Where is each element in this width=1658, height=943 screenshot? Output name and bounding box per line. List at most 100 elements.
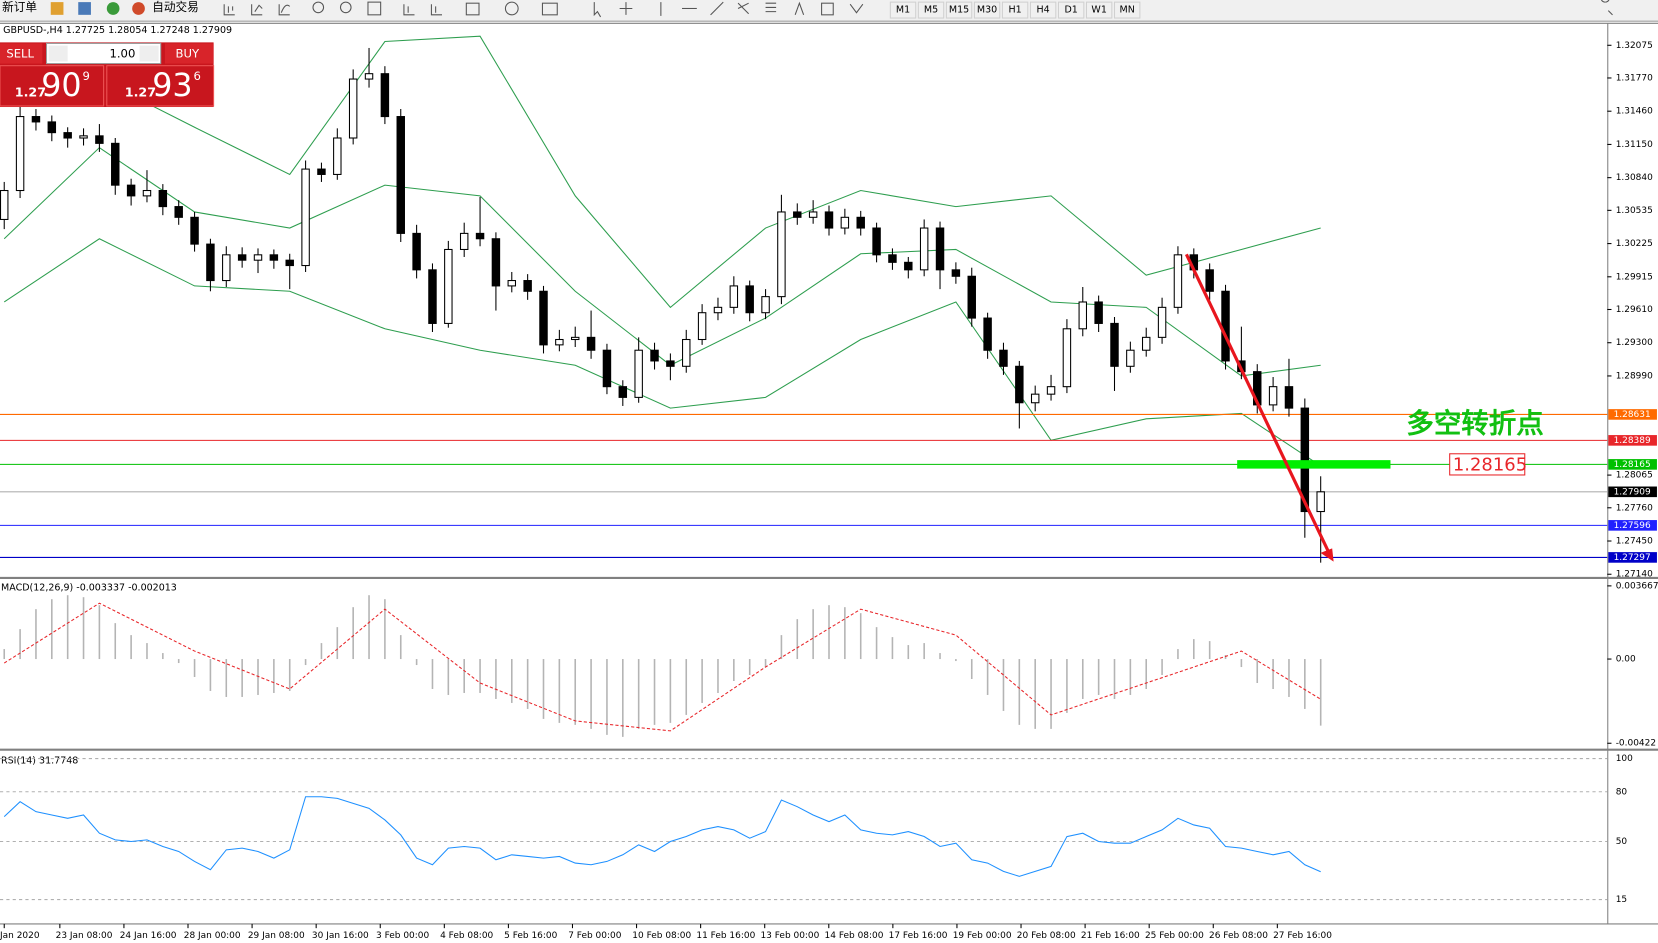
label-icon[interactable]: [821, 2, 834, 16]
icon[interactable]: [541, 2, 558, 16]
icon[interactable]: [278, 4, 291, 16]
trend-arrow: [1184, 253, 1330, 552]
buy-price-box[interactable]: [106, 65, 215, 107]
icon[interactable]: [430, 4, 442, 16]
candle-body: [523, 280, 532, 292]
panel-title: RSI(14) 31.7748: [1, 755, 78, 766]
timeframe-label[interactable]: MN: [1120, 5, 1135, 16]
timeframe-label[interactable]: H1: [1008, 5, 1021, 16]
candle-body: [951, 269, 961, 277]
lot-up[interactable]: [139, 45, 159, 62]
lot-down[interactable]: [48, 45, 68, 62]
icon[interactable]: [339, 1, 352, 14]
level-label: 1.28389: [1614, 436, 1651, 446]
y-tick-label: 1.30225: [1616, 239, 1653, 249]
timeframe-button[interactable]: [1113, 1, 1141, 19]
icon[interactable]: [50, 2, 64, 15]
candle-body: [570, 336, 580, 341]
y-tick-label: 1.31460: [1616, 107, 1653, 117]
timeframe-button[interactable]: [1029, 1, 1057, 19]
candle-body: [285, 259, 294, 267]
y-tick-label: 15: [1616, 895, 1627, 905]
icon[interactable]: [367, 1, 382, 16]
candle-body: [412, 232, 421, 271]
level-label: 1.27297: [1614, 553, 1651, 563]
buy-price-main[interactable]: 93: [152, 68, 192, 104]
candle-body: [333, 137, 342, 175]
icon[interactable]: [403, 4, 415, 16]
bollinger-upper: [4, 35, 1321, 309]
fibo-icon[interactable]: [765, 2, 777, 13]
buy-label[interactable]: BUY: [176, 47, 200, 61]
timeframe-button[interactable]: [945, 1, 973, 19]
candle-body: [126, 184, 136, 197]
level-label: 1.28631: [1614, 410, 1651, 420]
channel-icon[interactable]: [737, 2, 750, 15]
timeframe-button[interactable]: [1057, 1, 1085, 19]
timeframe-label[interactable]: M15: [949, 5, 969, 16]
chart-title: GBPUSD-,H4 1.27725 1.28054 1.27248 1.279…: [3, 25, 232, 36]
candle-body: [206, 243, 215, 282]
timeframe-label[interactable]: M30: [977, 5, 997, 16]
candle-body: [0, 189, 9, 220]
icon[interactable]: [223, 4, 235, 16]
time-axis: Jan 2020 23 Jan 08:00 24 Jan 16:00 28 Jan 0…: [0, 923, 1332, 941]
x-tick-label: 13 Feb 00:00: [760, 931, 819, 941]
icon[interactable]: [106, 2, 120, 15]
auto-trading-icon[interactable]: [132, 2, 145, 15]
x-tick-label: 28 Jan 00:00: [184, 931, 241, 941]
icon[interactable]: [78, 2, 91, 15]
timeframe-label[interactable]: M5: [924, 5, 938, 16]
timeframe-button[interactable]: [917, 1, 945, 19]
lot-value[interactable]: 1.00: [109, 47, 135, 61]
lot-input[interactable]: [45, 42, 162, 65]
icon[interactable]: [312, 1, 325, 14]
cursor-icon[interactable]: [593, 2, 602, 18]
candle-body: [253, 254, 263, 261]
icon[interactable]: [504, 1, 519, 16]
timeframe-button[interactable]: [973, 1, 1001, 19]
sell-price-main[interactable]: 90: [41, 68, 81, 104]
candle-body: [634, 349, 643, 398]
buy-price-frac[interactable]: 6: [194, 69, 201, 83]
icon[interactable]: [465, 2, 480, 16]
trendline-icon[interactable]: [710, 1, 724, 16]
icon[interactable]: [251, 4, 263, 16]
timeframe-button[interactable]: [1001, 1, 1029, 19]
new-order-button[interactable]: 新订单: [2, 0, 37, 14]
buy-button[interactable]: [164, 43, 214, 64]
x-tick-label: 10 Feb 08:00: [632, 931, 691, 941]
rsi-panel: RSI(14) 31.7748 100 80 50 15: [0, 754, 1633, 905]
x-tick-label: 30 Jan 16:00: [312, 931, 369, 941]
timeframe-label[interactable]: W1: [1091, 5, 1106, 16]
x-tick-label: 3 Feb 00:00: [376, 931, 429, 941]
sell-price-big[interactable]: 1.27: [15, 85, 46, 100]
sell-price-frac[interactable]: 9: [82, 69, 89, 83]
candle-body: [79, 135, 88, 139]
candle-body: [1205, 269, 1214, 292]
timeframe-bar: M1 M5 M15 M30 H1 H4 D1 W1 MN: [889, 1, 1141, 19]
candle-body: [475, 232, 485, 240]
y-tick-label: 1.31150: [1616, 140, 1653, 150]
auto-trading-button[interactable]: 自动交易: [152, 0, 198, 14]
x-tick-label: 24 Jan 16:00: [120, 931, 177, 941]
x-tick-label: Jan 2020: [0, 931, 40, 941]
timeframe-label[interactable]: D1: [1064, 5, 1077, 16]
y-tick-label: 1.30535: [1616, 206, 1653, 216]
candle-body: [1126, 349, 1135, 367]
sell-label[interactable]: SELL: [6, 47, 34, 61]
timeframe-button[interactable]: [889, 1, 917, 19]
sell-price-box[interactable]: [0, 65, 105, 107]
timeframe-label[interactable]: M1: [896, 5, 910, 16]
crosshair-icon[interactable]: [619, 2, 633, 15]
sell-button[interactable]: [0, 43, 43, 64]
search-icon[interactable]: [1600, 0, 1613, 16]
timeframe-label[interactable]: H4: [1037, 5, 1050, 16]
y-tick-label: 1.31770: [1616, 73, 1653, 83]
arrows-icon[interactable]: [849, 3, 864, 14]
text-icon[interactable]: [794, 1, 805, 16]
timeframe-button[interactable]: [1085, 1, 1113, 19]
macd-panel: MACD(12,26,9) -0.003337 -0.002013 0.00366…: [1, 581, 1658, 748]
buy-price-big[interactable]: 1.27: [125, 85, 156, 100]
